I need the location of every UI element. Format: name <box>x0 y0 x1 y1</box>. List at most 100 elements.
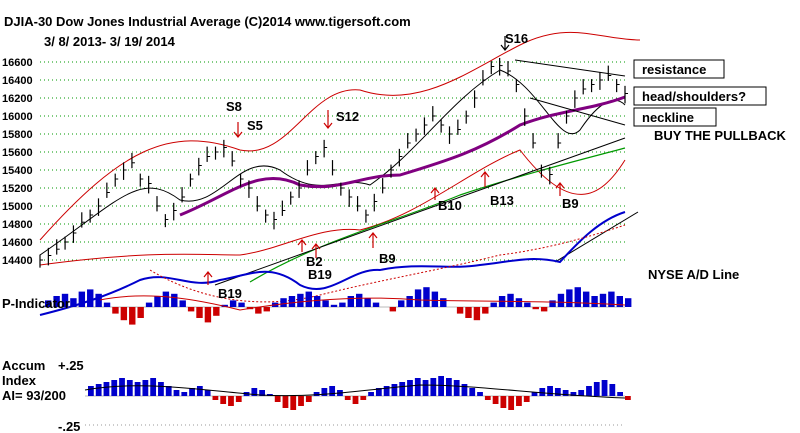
accum-index-bar <box>352 396 359 404</box>
accum-index-bar <box>391 384 398 396</box>
price-tick-label: 14600 <box>2 237 33 249</box>
p-indicator-bar <box>524 302 531 307</box>
accum-index-bar <box>189 388 195 396</box>
p-indicator-bar <box>187 307 195 312</box>
trend-line <box>214 137 626 286</box>
p-indicator-bar <box>456 307 464 314</box>
p-indicator-bar <box>204 307 212 323</box>
p-indicator-bar <box>389 307 397 312</box>
accum-index-bar <box>446 378 452 396</box>
p-indicator-bar <box>78 291 86 307</box>
signal-b9-mid: B9 <box>379 251 396 266</box>
p-indicator-bar <box>515 298 523 307</box>
accum-index-bar <box>453 380 460 396</box>
signal-b19-mid: B19 <box>308 267 332 282</box>
accum-index-bar <box>539 388 546 396</box>
price-tick-label: 15000 <box>2 201 33 213</box>
resistance-line <box>514 59 626 77</box>
accum-index-bar <box>298 396 304 406</box>
accum-index-bar <box>212 396 219 400</box>
p-indicator-bar <box>112 307 119 314</box>
accum-index-bar <box>158 382 164 396</box>
accum-index-bar <box>360 396 367 400</box>
p-indicator-bar <box>347 296 355 307</box>
accum-index-bar <box>181 392 188 396</box>
price-tick-label: 16000 <box>2 111 33 123</box>
accum-index-bar <box>625 396 631 400</box>
signal-s5: S5 <box>247 118 263 133</box>
p-indicator-bar <box>95 293 102 307</box>
accum-index-bar <box>562 390 569 396</box>
neckline-line <box>529 97 626 126</box>
accum-index-bar <box>305 396 312 402</box>
price-tick-label: 14800 <box>2 219 33 231</box>
p-indicator-bar <box>574 287 581 307</box>
p-indicator-bar <box>482 307 489 314</box>
accum-index-bar <box>259 390 265 396</box>
signal-s12: S12 <box>336 109 359 124</box>
p-indicator-bar <box>229 300 237 307</box>
accum-index-bar <box>103 382 110 396</box>
accum-index-bar <box>477 392 483 396</box>
p-indicator-bar <box>490 302 497 307</box>
accum-index-bar <box>414 378 421 396</box>
p-indicator-bar <box>288 296 296 307</box>
neckline-box <box>633 107 717 127</box>
p-indicator-bar <box>440 298 447 307</box>
p-indicator-bar <box>255 307 262 314</box>
p-indicator-bar <box>473 307 481 321</box>
p-indicator-bar <box>120 307 128 321</box>
price-tick-label: 16600 <box>2 57 33 69</box>
signal-b9-right: B9 <box>562 196 579 211</box>
accum-index-bar <box>422 380 429 396</box>
p-indicator-bar <box>356 293 363 307</box>
p-indicator-bar <box>280 298 287 307</box>
accum-index-bar <box>251 388 258 396</box>
accum-index-bar <box>601 380 608 396</box>
accum-index-bar <box>407 380 413 396</box>
accum-index-bar <box>461 384 468 396</box>
price-tick-label: 15600 <box>2 147 33 159</box>
accum-ma <box>84 384 626 399</box>
accum-index-bar <box>484 396 491 400</box>
accum-index-bar <box>492 396 499 404</box>
p-indicator-bar <box>364 298 371 307</box>
head-shoulders-box <box>633 86 767 106</box>
signal-b13: B13 <box>490 193 514 208</box>
neckline-label: neckline <box>642 110 694 125</box>
p-indicator-bar <box>313 296 321 307</box>
p-indicator-bar <box>557 293 565 307</box>
p-indicator-bar <box>70 298 77 307</box>
p-indicator-bar <box>129 307 136 325</box>
p-indicator-bar <box>322 300 329 307</box>
price-tick-label: 15800 <box>2 129 33 141</box>
resistance-label: resistance <box>642 62 706 77</box>
accum-label-1: Accum <box>2 358 45 373</box>
price-axis-ticks: 16600 16400 16200 16000 15800 15600 15400 15200… <box>2 57 33 267</box>
p-indicator-bar <box>608 291 615 307</box>
p-indicator-bar <box>297 293 304 307</box>
p-indicator-bar <box>591 296 598 307</box>
p-indicator-bar <box>339 302 346 307</box>
price-tick-label: 15200 <box>2 183 33 195</box>
accum-index-bar <box>383 386 390 396</box>
p-indicator-bar <box>45 300 52 307</box>
resistance-box <box>633 59 725 79</box>
price-tick-label: 16200 <box>2 93 33 105</box>
accum-index-bar <box>329 386 336 396</box>
accum-index-bar <box>469 388 476 396</box>
accum-index-bar <box>547 386 553 396</box>
accum-index-bar <box>438 376 444 396</box>
accum-index-bar <box>228 396 234 406</box>
p-indicator-bar <box>398 300 405 307</box>
accum-index-bar <box>313 392 320 396</box>
accum-index-bar <box>126 380 133 396</box>
buy-pullback-label: BUY THE PULLBACK <box>654 128 787 143</box>
p-indicator-bar <box>213 307 220 316</box>
p-indicator-bar <box>566 289 573 307</box>
p-indicator-bar <box>330 304 338 307</box>
p-indicator-bar <box>532 307 539 310</box>
p-indicator-bar <box>406 296 413 307</box>
accum-index-bar <box>617 392 623 396</box>
